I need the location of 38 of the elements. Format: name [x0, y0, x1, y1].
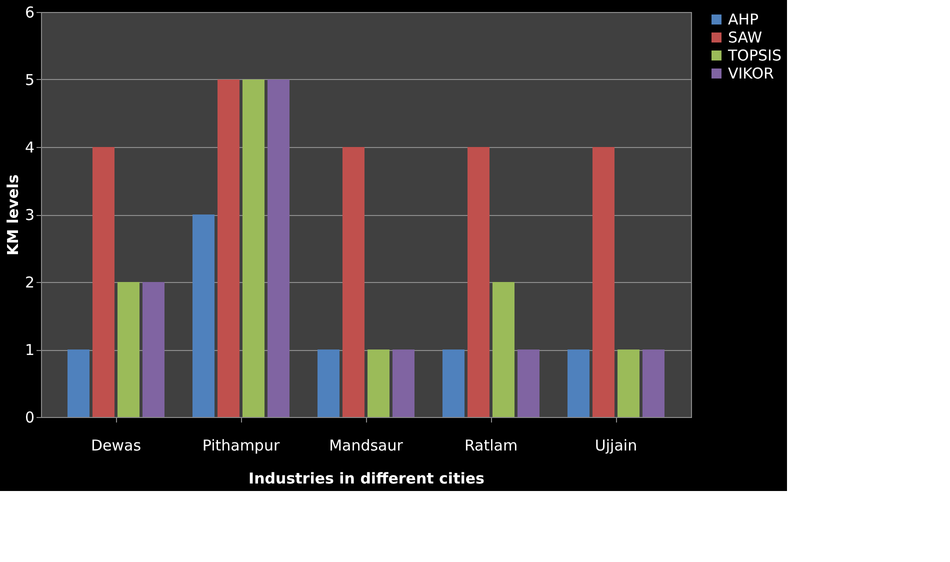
x-tick-label: Pithampur: [202, 436, 280, 454]
bar: [242, 80, 264, 417]
bar: [392, 350, 414, 417]
bar: [518, 350, 540, 417]
x-tick-label: Ratlam: [464, 436, 518, 454]
bar: [118, 282, 140, 417]
legend-label: SAW: [728, 28, 762, 46]
bar: [142, 282, 164, 417]
bar: [318, 350, 340, 417]
y-axis-title: KM levels: [4, 174, 22, 256]
bar: [618, 350, 640, 417]
y-tick-label: 5: [24, 71, 34, 89]
bar: [218, 80, 240, 417]
x-axis-title: Industries in different cities: [248, 470, 485, 488]
x-tick-label: Mandsaur: [329, 436, 404, 454]
bar: [442, 350, 464, 417]
bar: [468, 147, 490, 417]
bar: [268, 80, 290, 417]
y-tick-label: 1: [24, 341, 34, 359]
legend-label: AHP: [728, 10, 759, 28]
y-tick-label: 3: [24, 206, 34, 224]
y-tick-label: 2: [24, 274, 34, 292]
y-tick-label: 0: [24, 408, 34, 426]
bar: [342, 147, 364, 417]
y-tick-label: 4: [24, 138, 34, 156]
legend-label: VIKOR: [728, 64, 774, 82]
bar: [642, 350, 664, 417]
bar: [92, 147, 114, 417]
legend-label: TOPSIS: [727, 46, 782, 64]
bar: [68, 350, 90, 417]
y-tick-label: 6: [24, 4, 34, 22]
x-tick-label: Dewas: [90, 436, 142, 454]
x-tick-label: Ujjain: [594, 436, 638, 454]
bar: [592, 147, 614, 417]
bar: [192, 214, 214, 417]
bar: [492, 282, 514, 417]
bar: [368, 350, 390, 417]
bar: [568, 350, 590, 417]
